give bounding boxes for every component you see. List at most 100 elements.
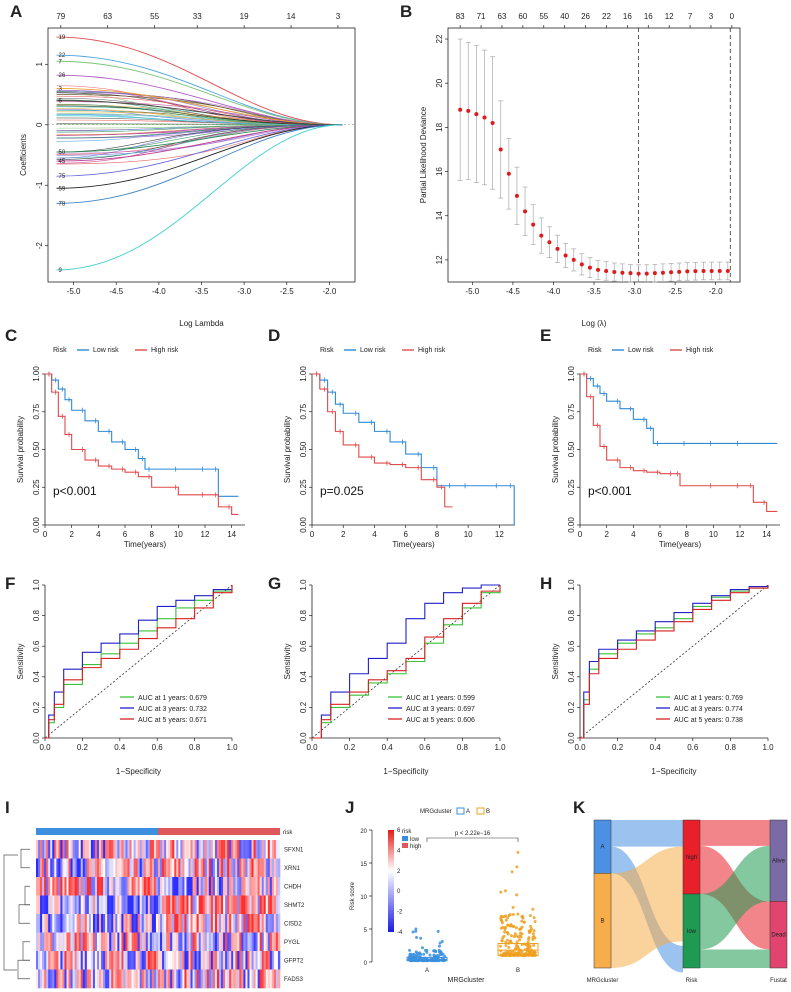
heatmap-cell <box>194 969 197 989</box>
heatmap-cell <box>54 932 57 952</box>
jitter-point <box>522 920 526 924</box>
box-B <box>497 943 539 956</box>
heatmap-cell <box>149 951 153 970</box>
heatmap-cell <box>111 969 114 989</box>
heatmap-cell <box>255 877 258 896</box>
heatmap-cell <box>210 895 214 915</box>
roc-curve-5-years <box>45 585 233 739</box>
deviance-point <box>717 268 722 273</box>
heatmap-cell <box>86 895 90 915</box>
heatmap-cell <box>162 840 165 859</box>
risk-legend-swatch <box>402 836 408 841</box>
deviance-point <box>693 269 698 274</box>
heatmap-cell <box>127 914 130 933</box>
heatmap-cell <box>56 914 59 933</box>
jitter-point <box>531 938 535 942</box>
heatmap-cell <box>50 969 53 989</box>
gene-label-SFXN1: SFXN1 <box>284 847 304 853</box>
heatmap-cell <box>233 969 236 989</box>
heatmap-cell <box>143 858 147 878</box>
heatmap-cell <box>80 932 84 952</box>
top-tick-label: 3 <box>336 12 341 21</box>
heatmap-cell <box>54 858 57 878</box>
heatmap-cell <box>255 951 258 970</box>
heatmap-cell <box>97 969 100 989</box>
heatmap-cell <box>46 914 49 933</box>
scale-tick-label: -4 <box>397 930 403 936</box>
heatmap-cell <box>68 858 71 878</box>
heatmap-cell <box>235 951 238 970</box>
heatmap-cell <box>259 951 262 970</box>
heatmap-cell <box>198 877 201 896</box>
heatmap-cell <box>82 951 86 970</box>
heatmap-cell <box>166 932 169 952</box>
y-axis-title: Coefficients <box>19 134 28 176</box>
heatmap-cell <box>105 877 108 896</box>
heatmap-cell <box>80 895 84 915</box>
heatmap-cell <box>119 969 122 989</box>
heatmap-cell <box>74 840 77 859</box>
gene-label-GFPT2: GFPT2 <box>284 958 304 964</box>
heatmap-cell <box>74 895 77 915</box>
heatmap-cell <box>172 895 175 915</box>
heatmap-cell <box>243 840 246 859</box>
heatmap-cell <box>219 932 222 952</box>
heatmap-cell <box>111 951 114 970</box>
x-tick-label: 4 <box>372 530 377 539</box>
heatmap-cell <box>196 932 199 952</box>
stratum-low <box>682 893 701 969</box>
heatmap-cell <box>273 858 277 878</box>
heatmap-cell <box>38 877 41 896</box>
y-tick-label: 1.00 <box>299 366 308 382</box>
deviance-point <box>498 147 503 152</box>
heatmap-cell <box>62 969 65 989</box>
heatmap-cell <box>265 858 269 878</box>
heatmap-cell <box>50 840 53 859</box>
heatmap-cell <box>237 895 240 915</box>
x-tick-label: 0.2 <box>612 743 624 752</box>
heatmap-cell <box>78 877 82 896</box>
heatmap-cell <box>277 951 281 970</box>
heatmap-cell <box>56 895 59 915</box>
legend-low: Low risk <box>93 347 119 354</box>
jitter-point <box>506 916 510 920</box>
heatmap-cell <box>164 932 167 952</box>
heatmap-cell <box>86 877 90 896</box>
coef-label-26: 26 <box>59 73 66 79</box>
heatmap-cell <box>92 895 96 915</box>
risk-annotation-high <box>158 828 280 835</box>
heatmap-cell <box>103 840 106 859</box>
heatmap-cell <box>139 969 143 989</box>
panel-label-k: K <box>573 798 586 817</box>
heatmap-cell <box>131 858 134 878</box>
heatmap-cell <box>241 914 244 933</box>
heatmap-cell <box>115 932 118 952</box>
jitter-point <box>527 936 531 940</box>
heatmap-cell <box>97 877 100 896</box>
heatmap-cell <box>214 969 218 989</box>
heatmap-cell <box>271 969 275 989</box>
heatmap-cell <box>192 877 195 896</box>
heatmap-cell <box>60 951 63 970</box>
heatmap-cell <box>137 840 140 859</box>
y-tick-label: 20 <box>360 829 367 835</box>
heatmap-cell <box>227 951 230 970</box>
jitter-point <box>515 893 519 897</box>
heatmap-cell <box>48 951 51 970</box>
heatmap-cell <box>243 858 246 878</box>
heatmap-cell <box>135 895 138 915</box>
heatmap-cell <box>158 951 161 970</box>
heatmap-cell <box>58 951 61 970</box>
heatmap-cell <box>84 969 88 989</box>
heatmap-cell <box>245 969 248 989</box>
heatmap-cell <box>50 951 53 970</box>
coef-label-75: 75 <box>59 174 66 180</box>
heatmap-cell <box>219 840 222 859</box>
heatmap-cell <box>180 969 183 989</box>
heatmap-cell <box>155 877 159 896</box>
heatmap-cell <box>216 877 220 896</box>
deviance-point <box>725 268 730 273</box>
heatmap-cell <box>261 914 265 933</box>
jitter-point <box>518 938 522 942</box>
heatmap-cell <box>176 914 179 933</box>
